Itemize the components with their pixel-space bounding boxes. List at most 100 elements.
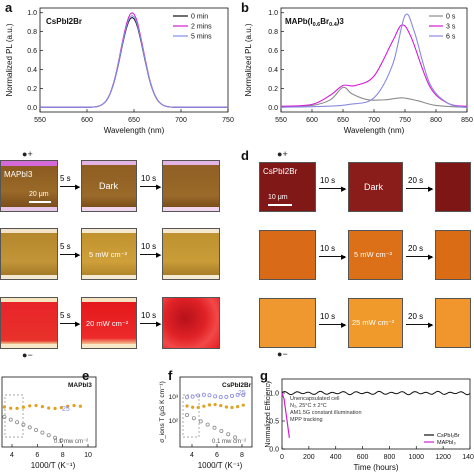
scale-bar-c <box>29 201 51 203</box>
legend-label-g-0: CsPbI₂Br <box>437 433 460 439</box>
arrow-c-r1-b <box>140 186 159 187</box>
micrograph-c-r2-1 <box>0 228 58 280</box>
condition-label-d-r2: 5 mW cm⁻² <box>354 250 393 259</box>
x-tick-label-b: 600 <box>306 117 318 124</box>
annotation-f-25: 25 <box>238 390 246 397</box>
y-tick-label-g: 0.0 <box>269 447 279 454</box>
point-f-orange <box>236 405 240 409</box>
point-f-purple <box>190 394 195 399</box>
x-tick-label-f: 8 <box>240 452 244 459</box>
micrograph-c-r1-2: Dark <box>81 160 137 212</box>
y-tick-label-g: 1.0 <box>269 391 279 398</box>
time-label-d-r1-a: 10 s <box>320 176 336 185</box>
legend-label-a-0: 0 min <box>191 14 208 21</box>
point-f-orange <box>202 404 206 408</box>
minus-electrode-label: ●− <box>22 350 33 360</box>
arrow-d-r3-b <box>406 324 432 325</box>
minus-electrode-label-d: ●− <box>277 349 288 359</box>
point-e-orange <box>72 403 76 408</box>
y-tick-label-a: 1.0 <box>27 10 37 17</box>
point-e-orange <box>40 404 45 409</box>
x-tick-label-a: 700 <box>175 117 187 124</box>
micrograph-c-r1-1: MAPbI3 20 μm <box>0 160 58 212</box>
y-axis-label-g: Normalized Efficiency <box>265 380 272 448</box>
condition-label-d-r3: 25 mW cm⁻² <box>352 318 395 327</box>
x-axis-label-e: 1000/T (K⁻¹) <box>31 461 76 470</box>
legend-label-g-1: MAPbI₃ <box>437 440 456 446</box>
time-label-d-r2-b: 20 s <box>408 244 424 253</box>
arrow-d-r2-a <box>319 256 345 257</box>
micrograph-c-r3-2: 20 mW cm⁻² <box>81 297 137 349</box>
point-e-orange <box>28 404 32 408</box>
legend-label-a-1: 2 mins <box>191 24 212 31</box>
y-tick-label-a: 0.2 <box>27 86 37 93</box>
x-tick-label-e: 10 <box>84 452 92 459</box>
annotation-e-25: 25 <box>62 406 70 413</box>
x-tick-label-a: 650 <box>128 117 140 124</box>
annotation-line-g-3: MPP tracking <box>290 417 323 423</box>
arrowhead-d-5: ▶ <box>341 322 347 329</box>
material-label-a: CsPbI2Br <box>46 17 82 26</box>
panel-label-e: e <box>82 368 90 383</box>
x-tick-label-g: 600 <box>357 454 369 461</box>
point-f-purple <box>184 395 189 400</box>
micrograph-c-r3-1 <box>0 297 58 349</box>
plot-frame-e <box>1 376 97 448</box>
micrograph-d-r1-2: Dark <box>348 162 403 212</box>
legend-label-b-2: 6 s <box>446 34 456 41</box>
x-axis-label-g: Time (hours) <box>353 463 398 472</box>
point-e-gray <box>2 415 7 420</box>
point-e-orange <box>53 406 57 411</box>
point-e-orange <box>66 404 70 408</box>
micrograph-d-r1-1: CsPbI2Br 10 μm <box>259 162 316 212</box>
point-f-purple <box>218 395 223 400</box>
arrow-c-r2-a <box>60 254 78 255</box>
point-f-gray <box>212 425 217 430</box>
y-tick-label-b: 0.2 <box>268 86 278 93</box>
micrograph-d-r1-3 <box>435 162 471 212</box>
x-tick-label-a: 750 <box>222 117 234 124</box>
point-e-gray <box>34 428 39 433</box>
point-f-purple <box>229 393 234 398</box>
panel-label-d: d <box>241 148 249 163</box>
y-tick-label-b: 1.0 <box>268 10 278 17</box>
condition-label-c-r1: Dark <box>99 181 119 191</box>
point-e-gray <box>59 438 64 443</box>
x-axis-label-f: 1000/T (K⁻¹) <box>198 461 243 470</box>
point-f-gray <box>219 429 224 434</box>
panel-d-micrographs: ●+ CsPbI2Br 10 μm Dark 5 mW cm⁻² 25 mW c… <box>237 140 474 365</box>
point-e-gray <box>27 425 32 430</box>
arrowhead-c-4: ▶ <box>156 252 162 259</box>
chart-a: 550 600 650 700 750 0.0 0.2 0.4 0.6 0.8 1.0 Wavelen… <box>5 7 234 135</box>
point-f-purple <box>235 392 240 397</box>
legend-label-a-2: 5 mins <box>191 34 212 41</box>
y-axis-label-f: σ_ions T (μS K cm⁻¹) <box>159 381 166 443</box>
annotation-line-g-0: Unencapsulated cell <box>290 396 340 402</box>
x-tick-label-g: 1000 <box>408 454 424 461</box>
point-f-gray <box>205 422 210 427</box>
y-tick-label-b: 0.4 <box>268 67 278 74</box>
point-e-orange <box>15 406 19 410</box>
x-tick-label-f: 4 <box>190 452 194 459</box>
x-tick-label-e: 8 <box>61 452 65 459</box>
plus-electrode-label-d: ●+ <box>277 149 288 159</box>
annotation-e-low: 0.1 mw cm⁻² <box>54 439 88 445</box>
point-f-purple <box>241 392 246 397</box>
x-tick-label-a: 600 <box>81 117 93 124</box>
point-f-gray <box>191 416 196 421</box>
y-tick-label-f-1: 10² <box>169 418 179 425</box>
point-e-orange <box>34 403 38 408</box>
arrowhead-d-1: ▶ <box>341 186 347 193</box>
series-line-g-mapbi3 <box>281 392 290 438</box>
arrowhead-c-3: ▶ <box>75 252 81 259</box>
x-tick-label-b: 550 <box>275 117 287 124</box>
x-tick-label-e: 4 <box>10 452 14 459</box>
time-label-c-r3-a: 5 s <box>60 311 71 320</box>
arrow-c-r3-a <box>60 323 78 324</box>
point-f-gray <box>226 432 231 437</box>
arrow-c-r1-a <box>60 186 78 187</box>
time-label-c-r2-a: 5 s <box>60 242 71 251</box>
arrow-d-r1-a <box>319 188 345 189</box>
arrow-d-r1-b <box>406 188 432 189</box>
